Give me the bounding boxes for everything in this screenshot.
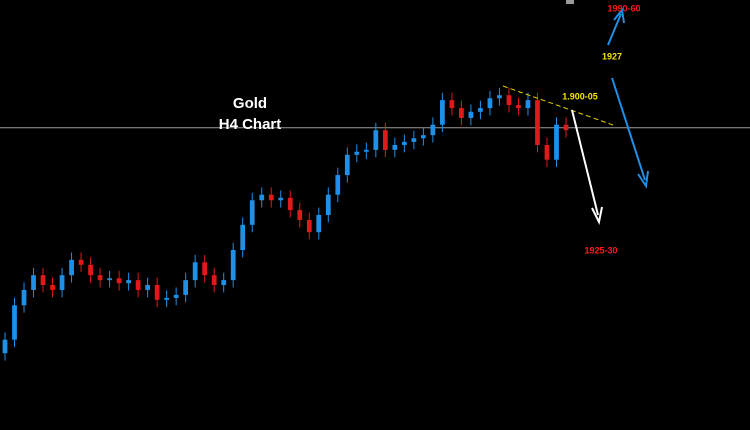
- candle-body: [69, 259, 74, 276]
- arrow-head: [613, 7, 625, 24]
- candle-body: [126, 280, 131, 284]
- candle-body: [344, 154, 350, 176]
- arrow-head: [591, 206, 603, 226]
- arrow-head: [637, 170, 649, 189]
- candle-body: [145, 285, 151, 290]
- candle-body: [21, 289, 27, 306]
- candle-body: [354, 151, 360, 155]
- arrow-down-blue: [611, 77, 646, 181]
- annotation: 1927: [602, 51, 622, 61]
- chart-subtitle: H4 Chart: [219, 116, 282, 133]
- candle-body: [12, 305, 17, 340]
- candle-body: [97, 275, 103, 281]
- chart-title: Gold: [233, 95, 267, 112]
- candle-body: [363, 149, 369, 152]
- candle-body: [192, 262, 198, 281]
- candle-body: [382, 130, 388, 150]
- candle-body: [506, 95, 512, 106]
- candle-body: [31, 275, 36, 290]
- candle-body: [287, 197, 293, 211]
- candle-body: [50, 285, 55, 290]
- candle-body: [59, 275, 65, 290]
- candle-body: [202, 262, 208, 276]
- candle-body: [116, 278, 122, 284]
- candle-body: [259, 194, 265, 201]
- candle-body: [497, 95, 502, 99]
- candle-body: [325, 194, 331, 215]
- candle-body: [268, 194, 274, 201]
- candle-body: [297, 210, 303, 220]
- arrow-up-blue: [607, 13, 622, 46]
- candle-body: [535, 100, 540, 145]
- candle-body: [249, 200, 255, 225]
- candle-body: [525, 100, 531, 109]
- candle-body: [78, 259, 84, 265]
- trend-line: [502, 85, 614, 126]
- candle-body: [211, 275, 217, 286]
- candle-body: [306, 219, 312, 233]
- candle-body: [430, 124, 436, 136]
- candle-body: [449, 100, 455, 109]
- candle-body: [459, 108, 464, 118]
- candle-body: [2, 339, 8, 354]
- candle-body: [40, 275, 46, 286]
- candle-body: [392, 144, 398, 150]
- annotation: 1990-60: [607, 3, 640, 13]
- candle-body: [154, 285, 160, 300]
- candle-body: [440, 100, 445, 125]
- candle-body: [164, 297, 170, 300]
- candle-body: [278, 197, 284, 201]
- candle-body: [478, 108, 483, 112]
- candle-body: [373, 130, 379, 150]
- candle-body: [487, 98, 493, 109]
- candle-body: [135, 280, 141, 290]
- candle-body: [335, 175, 341, 195]
- candle-body: [544, 144, 550, 160]
- candle-body: [401, 141, 407, 145]
- candle-body: [316, 215, 322, 233]
- candle-body: [516, 105, 521, 109]
- arrow-down-white: [571, 109, 599, 216]
- candle-body: [420, 135, 426, 139]
- candle-body: [468, 111, 474, 118]
- candle-body: [107, 278, 112, 281]
- annotation: 1.900-05: [562, 91, 598, 101]
- candle-body: [240, 224, 246, 251]
- candle-body: [230, 250, 236, 281]
- candle-body: [554, 124, 559, 160]
- plot: [0, 87, 750, 361]
- candle-body: [563, 124, 569, 131]
- candle-body: [183, 280, 189, 295]
- candle-body: [411, 138, 417, 142]
- annotation: 1925-30: [584, 245, 617, 255]
- candle-body: [88, 264, 93, 276]
- candle-body: [173, 294, 179, 298]
- candle-body: [221, 280, 227, 286]
- marker: [566, 0, 574, 4]
